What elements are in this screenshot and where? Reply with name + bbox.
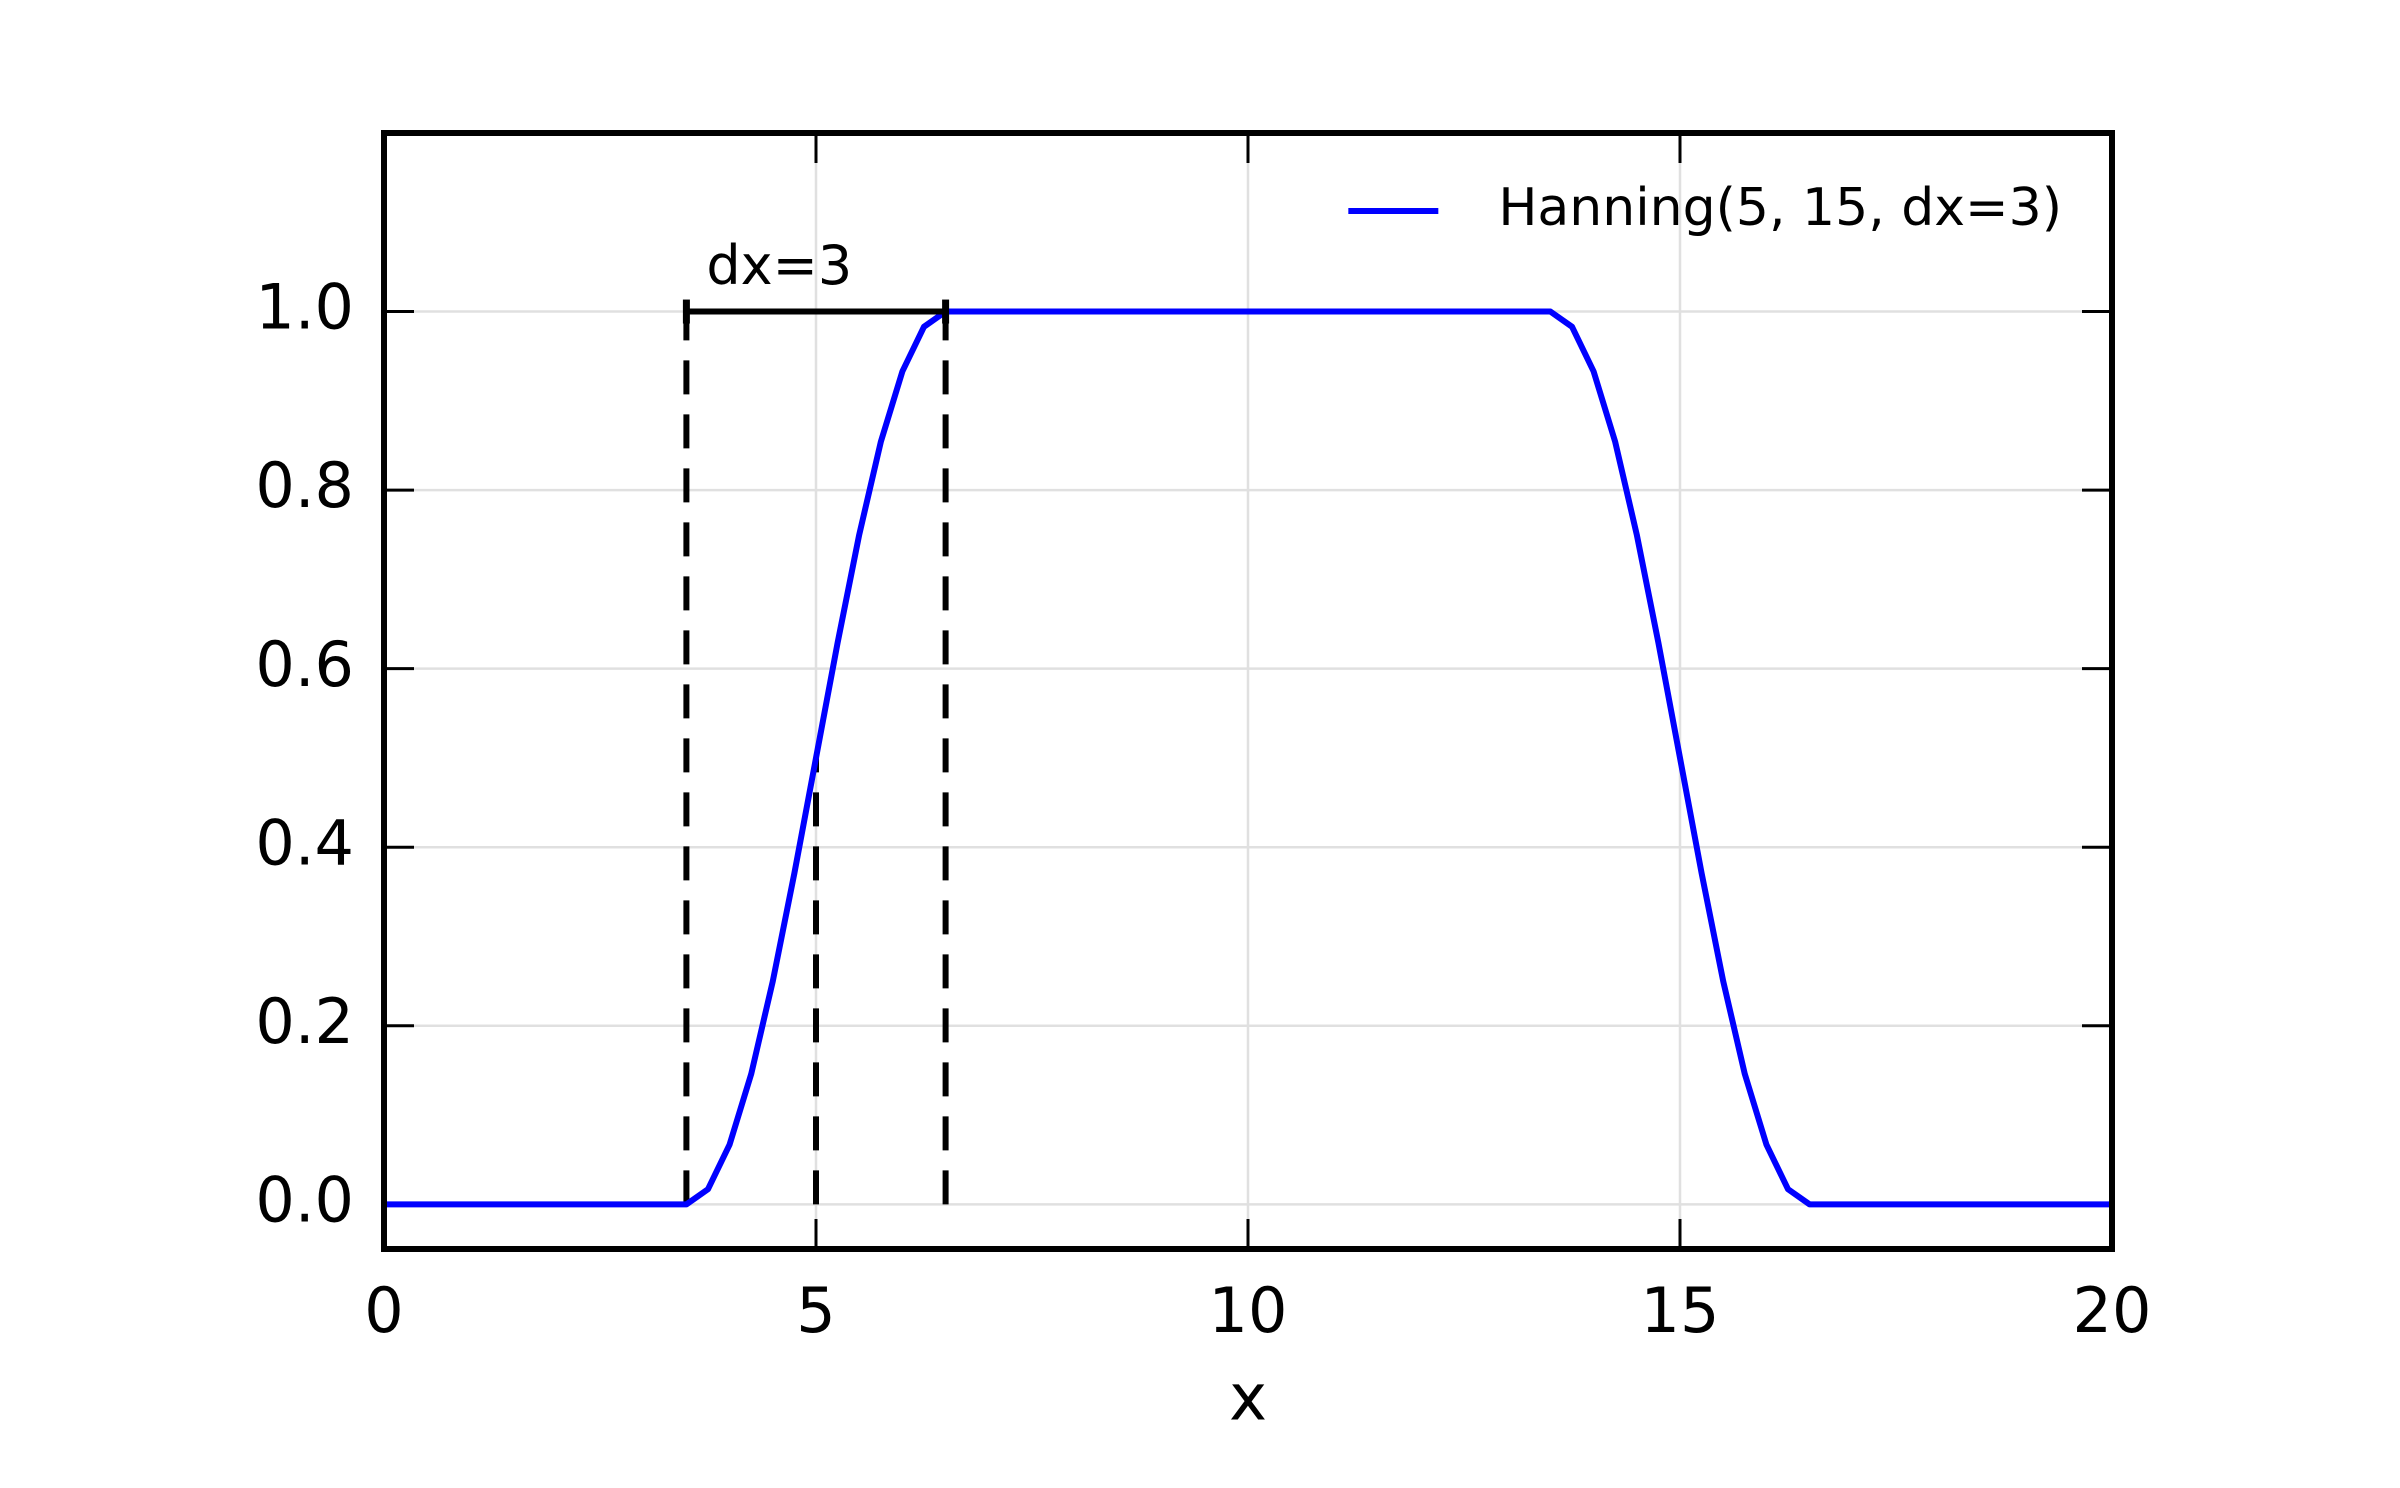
plot-frame xyxy=(381,130,2115,1252)
y-tick-label: 0.0 xyxy=(255,1163,354,1236)
x-tick-label: 10 xyxy=(1209,1274,1288,1347)
y-tick-label: 0.4 xyxy=(255,806,354,879)
x-axis-label: x xyxy=(1229,1362,1267,1436)
y-tick-label: 0.2 xyxy=(255,985,354,1058)
legend-label: Hanning(5, 15, dx=3) xyxy=(1498,178,2062,238)
y-tick-label: 0.6 xyxy=(255,628,354,701)
x-tick-label: 15 xyxy=(1641,1274,1720,1347)
x-tick-label: 20 xyxy=(2073,1274,2152,1347)
y-tick-label: 0.8 xyxy=(255,449,354,522)
data-line xyxy=(384,308,2112,1208)
annotation: dx=3 xyxy=(706,234,852,297)
y-tick-label: 1.0 xyxy=(255,271,354,344)
x-tick-label: 0 xyxy=(364,1274,403,1347)
x-tick-label: 5 xyxy=(796,1274,835,1347)
